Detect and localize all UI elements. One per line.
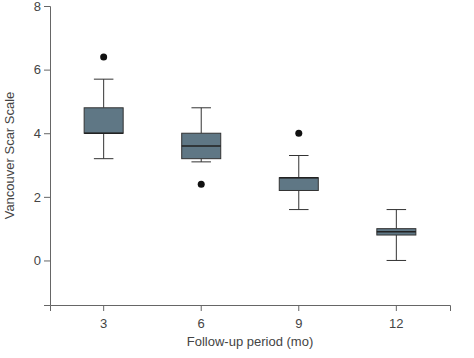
x-tick-label: 6 xyxy=(198,316,205,331)
upper-cap xyxy=(387,209,407,210)
y-tick: 8 xyxy=(34,0,50,14)
upper-cap xyxy=(94,79,114,80)
x-tick-mark xyxy=(396,305,397,311)
y-axis-line xyxy=(44,7,51,306)
lower-cap xyxy=(387,260,407,261)
y-axis: 0 2 4 6 8 xyxy=(34,0,51,305)
upper-cap xyxy=(191,107,211,108)
y-tick-label: 8 xyxy=(34,0,41,14)
y-tick-mark xyxy=(44,133,50,134)
y-tick-label: 6 xyxy=(34,62,41,77)
plot-area xyxy=(84,53,416,260)
box-group xyxy=(182,108,221,188)
y-tick-mark xyxy=(44,70,50,71)
box-group xyxy=(279,130,318,210)
lower-whisker xyxy=(396,235,397,260)
outlier xyxy=(295,130,302,137)
outlier xyxy=(198,181,205,188)
box xyxy=(84,108,123,133)
outlier xyxy=(100,53,107,60)
x-tick-label: 12 xyxy=(389,316,403,331)
lower-cap xyxy=(94,158,114,159)
box xyxy=(279,178,318,191)
median-line xyxy=(279,177,318,179)
box xyxy=(182,133,221,158)
median-line xyxy=(182,145,221,147)
y-tick-label: 2 xyxy=(34,190,41,205)
x-tick-label: 9 xyxy=(295,316,302,331)
median-line xyxy=(377,231,416,233)
y-tick: 4 xyxy=(34,126,50,141)
chart-svg: 0 2 4 6 8 3 6 9 12 Follow-up period (mo) Vancouver… xyxy=(0,0,474,358)
x-axis-line xyxy=(51,306,451,312)
y-axis-title: Vancouver Scar Scale xyxy=(2,92,17,220)
lower-cap xyxy=(289,209,309,210)
x-tick: 9 xyxy=(295,305,302,331)
median-line xyxy=(84,132,123,134)
box xyxy=(377,229,416,235)
upper-whisker xyxy=(396,210,397,229)
x-tick: 6 xyxy=(198,305,205,331)
y-tick: 2 xyxy=(34,190,50,205)
y-tick-mark xyxy=(44,197,50,198)
x-tick: 3 xyxy=(100,305,107,331)
upper-whisker xyxy=(298,156,299,178)
y-tick-label: 4 xyxy=(34,126,41,141)
upper-cap xyxy=(289,155,309,156)
x-axis-title: Follow-up period (mo) xyxy=(187,334,313,349)
lower-cap xyxy=(191,161,211,162)
x-axis: 3 6 9 12 xyxy=(51,305,451,331)
x-tick-mark xyxy=(298,305,299,311)
box-group xyxy=(84,53,123,158)
upper-whisker xyxy=(103,79,104,108)
x-tick-label: 3 xyxy=(100,316,107,331)
y-tick-label: 0 xyxy=(34,253,41,268)
x-tick-mark xyxy=(103,305,104,311)
y-tick-mark xyxy=(44,260,50,261)
box-group xyxy=(377,210,416,261)
y-tick: 6 xyxy=(34,62,50,77)
y-tick: 0 xyxy=(34,253,50,268)
upper-whisker xyxy=(201,108,202,133)
lower-whisker xyxy=(103,133,104,158)
x-tick: 12 xyxy=(389,305,403,331)
x-tick-mark xyxy=(201,305,202,311)
chart-container: 0 2 4 6 8 3 6 9 12 Follow-up period (mo) Vancouver… xyxy=(0,0,474,358)
lower-whisker xyxy=(298,190,299,209)
y-tick-mark xyxy=(44,6,50,7)
